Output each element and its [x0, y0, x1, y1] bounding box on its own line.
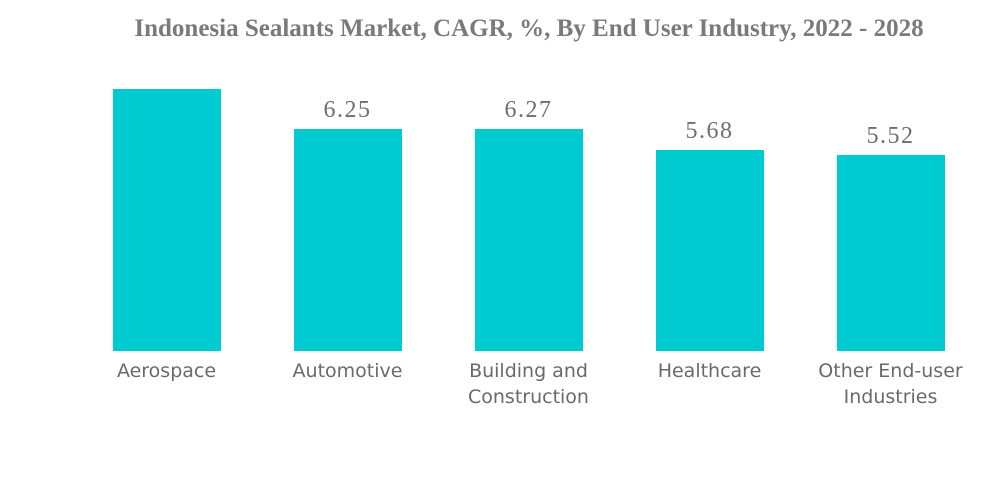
x-axis-labels: Aerospace Automotive Building and Constr…: [76, 358, 981, 410]
bar-automotive: [293, 129, 402, 351]
x-label-other-end-user-industries: Other End-user Industries: [818, 360, 963, 408]
x-label-healthcare: Healthcare: [657, 360, 762, 382]
bar-healthcare: [655, 150, 764, 351]
x-label-automotive: Automotive: [292, 360, 403, 382]
chart-title: Indonesia Sealants Market, CAGR, %, By E…: [134, 15, 924, 42]
bar-aerospace: [112, 89, 221, 351]
x-label-aerospace: Aerospace: [116, 360, 217, 382]
value-label-building-and-construction: 6.27: [504, 97, 553, 123]
bar-building-and-construction: [474, 129, 583, 351]
plot-area: 7.39 6.25 6.27 5.68 5.52: [76, 0, 981, 351]
value-label-healthcare: 5.68: [685, 118, 734, 144]
bar-group-other-end-user-industries: 5.52: [800, 0, 981, 351]
bar-other-end-user-industries: [836, 155, 945, 351]
bar-group-automotive: 6.25: [257, 0, 438, 351]
x-label-building-and-construction: Building and Construction: [468, 360, 589, 408]
bar-group-aerospace: 7.39: [76, 0, 257, 351]
value-label-other-end-user-industries: 5.52: [866, 123, 915, 149]
bar-group-building-and-construction: 6.27: [438, 0, 619, 351]
bar-group-healthcare: 5.68: [619, 0, 800, 351]
value-label-automotive: 6.25: [323, 97, 372, 123]
